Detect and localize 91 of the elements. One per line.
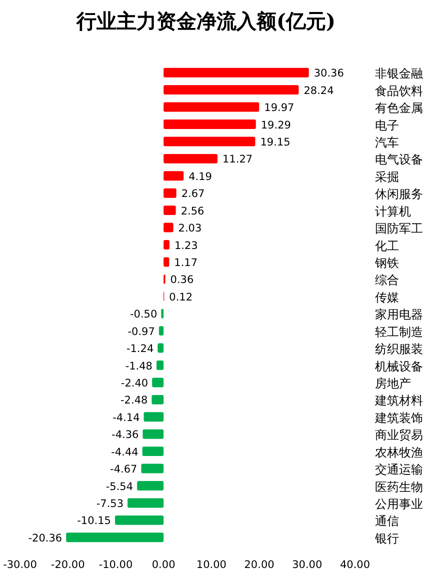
bar	[164, 240, 170, 250]
data-label: 0.36	[170, 274, 194, 286]
data-label: 19.29	[260, 119, 291, 132]
y-tick-label: 传媒	[375, 290, 399, 304]
bar	[156, 360, 164, 370]
y-tick-label: 建筑材料	[374, 394, 423, 408]
data-label: -0.97	[128, 326, 155, 338]
bar	[66, 532, 164, 542]
bar	[164, 222, 174, 232]
data-label: 19.15	[260, 136, 290, 148]
y-tick-label: 电气设备	[375, 152, 423, 167]
x-tick-label: -30.00	[3, 559, 37, 571]
y-tick-label: 通信	[375, 514, 399, 528]
bar	[128, 498, 164, 508]
data-label: -20.36	[28, 532, 62, 544]
bar	[161, 308, 164, 318]
y-tick-label: 轻工制造	[375, 324, 423, 339]
bar	[164, 171, 184, 181]
x-tick-label: -10.00	[98, 559, 133, 571]
data-label: -10.15	[77, 515, 111, 528]
bar	[164, 102, 260, 112]
bar	[137, 481, 164, 490]
data-label: 2.67	[181, 188, 205, 200]
x-tick-label: -20.00	[50, 559, 85, 571]
y-tick-label: 有色金属	[375, 101, 423, 116]
x-tick-label: 20.00	[244, 559, 274, 571]
data-label: -4.36	[112, 429, 140, 442]
y-tick-label: 商业贸易	[375, 428, 423, 442]
bar	[144, 412, 164, 422]
data-label: -2.48	[120, 394, 148, 407]
data-label: -7.53	[96, 498, 124, 510]
data-label: 2.56	[180, 205, 205, 218]
x-tick-label: 0.00	[152, 559, 176, 571]
y-tick-label: 计算机	[375, 204, 411, 218]
y-tick-label: 机械设备	[375, 359, 423, 374]
data-label: 28.24	[304, 84, 334, 97]
bar	[158, 343, 164, 353]
y-tick-label: 钢铁	[374, 256, 399, 270]
y-tick-label: 非银金融	[375, 66, 423, 81]
data-label: 4.19	[188, 170, 212, 183]
bar	[158, 326, 164, 336]
y-tick-label: 纺织服装	[375, 342, 423, 356]
bar	[164, 206, 176, 216]
bar	[164, 136, 256, 146]
y-tick-label: 休闲服务	[375, 187, 423, 202]
bar	[164, 188, 176, 198]
x-tick-label: 30.00	[292, 559, 322, 571]
y-tick-label: 电子	[375, 118, 399, 132]
y-tick-label: 汽车	[375, 135, 399, 150]
y-tick-label: 房地产	[375, 376, 411, 390]
data-label: -0.50	[130, 308, 158, 321]
data-label: 1.17	[174, 256, 198, 269]
y-tick-label: 交通运输	[375, 462, 423, 477]
y-tick-label: 医药生物	[375, 480, 423, 494]
data-label: 0.12	[169, 291, 193, 304]
y-tick-label: 农林牧渔	[375, 445, 423, 460]
y-tick-label: 国防军工	[375, 222, 423, 236]
bar	[164, 257, 170, 267]
data-label: 1.23	[174, 240, 198, 252]
bar	[142, 429, 164, 439]
data-label: 19.97	[264, 102, 294, 114]
data-label: 2.03	[178, 222, 202, 235]
y-tick-label: 化工	[375, 238, 399, 253]
data-label: 11.27	[222, 154, 253, 166]
bar	[142, 446, 164, 456]
bar	[164, 85, 299, 95]
data-label: -4.67	[110, 464, 138, 476]
data-label: -1.48	[125, 360, 152, 372]
y-tick-label: 采掘	[375, 170, 399, 184]
data-label: -4.14	[112, 412, 140, 424]
y-tick-label: 家用电器	[375, 308, 423, 322]
bar	[164, 68, 309, 78]
data-label: -2.40	[120, 377, 148, 390]
bar	[152, 394, 164, 404]
y-tick-label: 银行	[374, 531, 399, 546]
bar	[164, 120, 256, 129]
y-tick-label: 建筑装饰	[374, 410, 423, 425]
y-tick-label: 食品饮料	[375, 84, 423, 98]
chart-title: 行业主力资金净流入额(亿元)	[76, 9, 336, 33]
data-label: -5.54	[106, 480, 134, 493]
bar	[141, 464, 164, 474]
y-tick-label: 公用事业	[375, 496, 423, 511]
data-label: -1.24	[126, 343, 154, 356]
bar	[152, 378, 164, 388]
y-tick-label: 综合	[375, 273, 399, 288]
x-tick-label: 40.00	[340, 559, 370, 571]
x-tick-label: 10.00	[196, 559, 226, 571]
bar	[164, 154, 218, 164]
data-label: -4.44	[111, 446, 139, 458]
bar	[114, 515, 164, 525]
data-label: 30.36	[314, 68, 344, 80]
